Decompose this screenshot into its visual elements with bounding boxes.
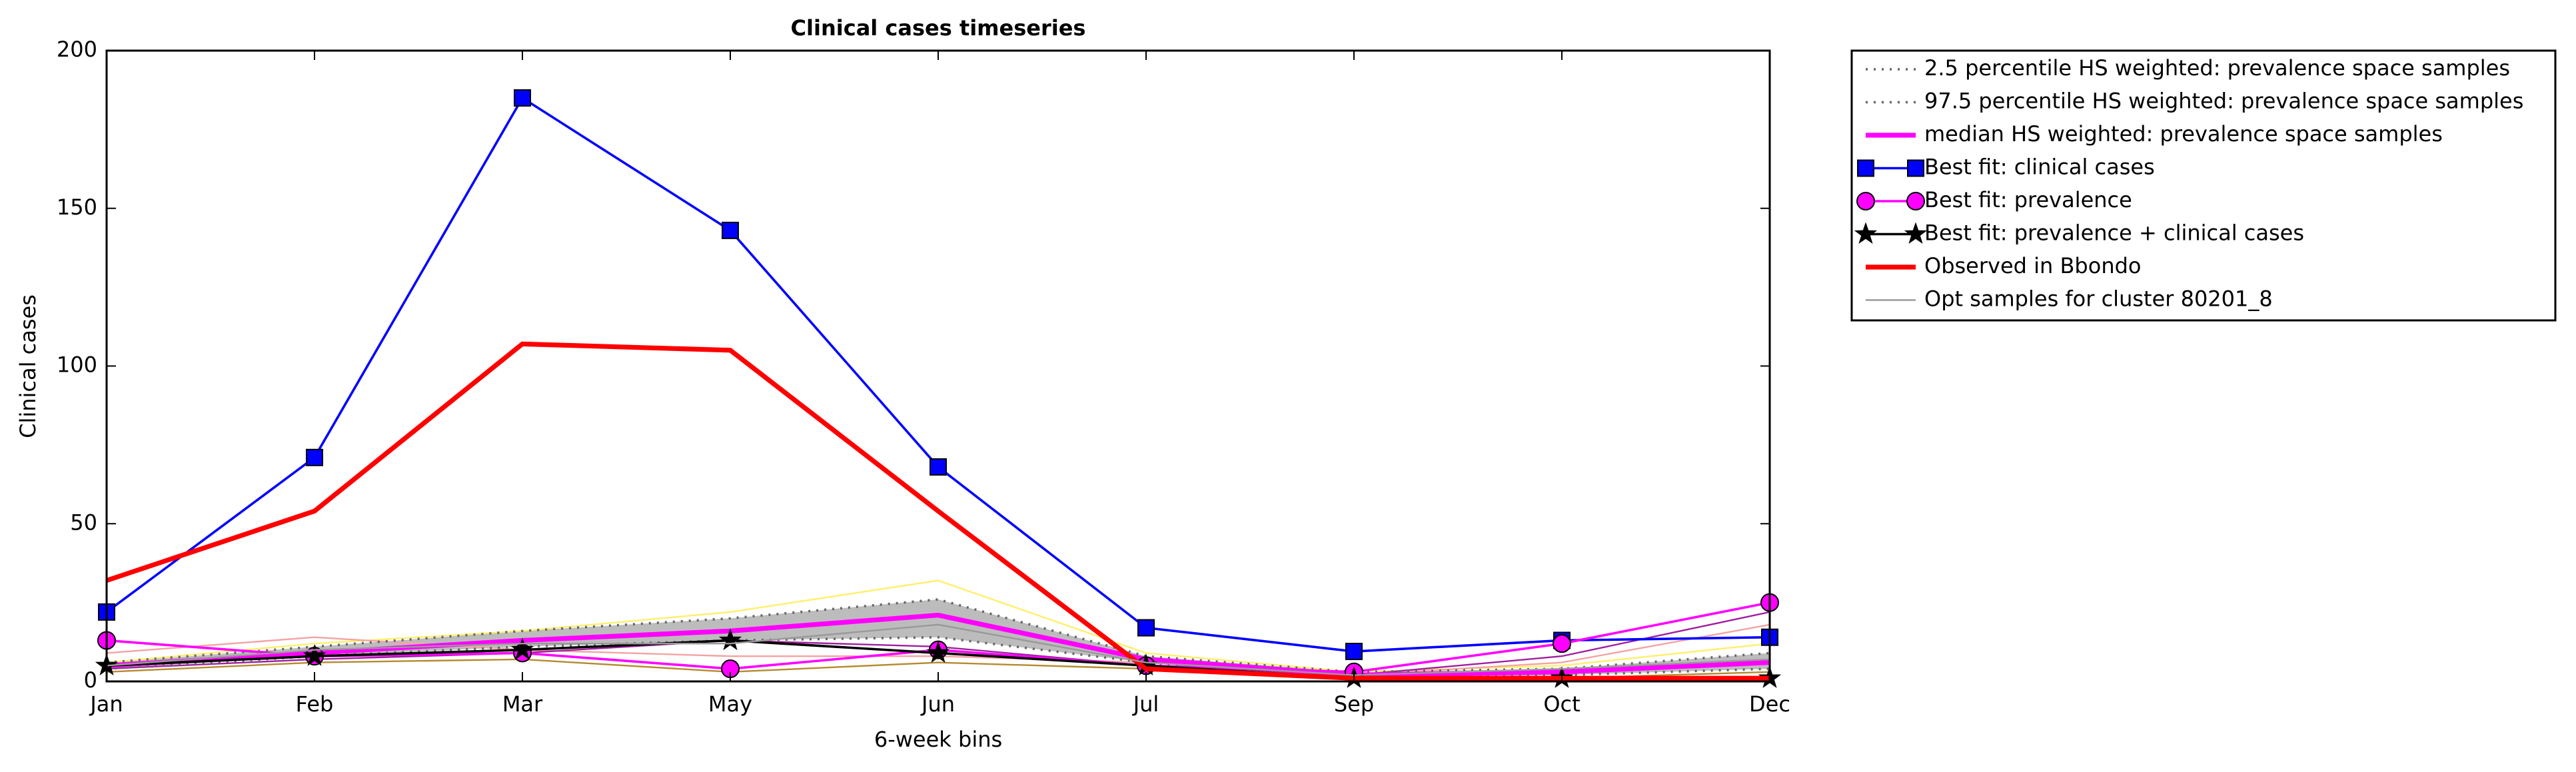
x-tick-label: Feb	[296, 691, 334, 717]
x-tick-label: Jan	[89, 691, 123, 717]
marker-square	[930, 458, 947, 476]
x-tick-label: Jul	[1132, 691, 1159, 717]
marker-star	[510, 637, 534, 660]
marker-square	[1857, 159, 1874, 177]
marker-star	[718, 628, 742, 651]
marker-star	[1904, 222, 1928, 244]
marker-square	[1345, 643, 1363, 661]
legend-label: 2.5 percentile HS weighted: prevalence s…	[1924, 55, 2510, 81]
marker-square	[514, 89, 531, 107]
series-line	[106, 612, 1770, 678]
x-tick-label: Jun	[920, 691, 955, 717]
legend-label: Observed in Bbondo	[1924, 253, 2141, 278]
series-line	[106, 623, 1770, 676]
y-tick-label: 200	[57, 37, 97, 62]
marker-square	[722, 221, 739, 239]
y-tick-label: 150	[57, 194, 97, 220]
marker-square	[306, 448, 323, 466]
legend-label: Best fit: clinical cases	[1924, 155, 2155, 180]
y-tick-label: 0	[84, 667, 97, 693]
x-tick-label: Mar	[502, 691, 543, 717]
y-tick-label: 50	[70, 510, 97, 535]
legend-label: Opt samples for cluster 80201_8	[1924, 286, 2273, 312]
sample-line	[106, 579, 1770, 673]
marker-circle	[1906, 192, 1925, 210]
marker-star	[926, 641, 950, 663]
series-line	[105, 341, 1770, 681]
legend: 2.5 percentile HS weighted: prevalence s…	[1854, 55, 2523, 312]
legend-label: 97.5 percentile HS weighted: prevalence …	[1924, 89, 2523, 114]
legend-label: Best fit: prevalence + clinical cases	[1924, 220, 2304, 246]
x-tick-label: Dec	[1749, 691, 1790, 717]
marker-square	[1907, 159, 1924, 177]
y-tick-label: 100	[57, 352, 97, 378]
marker-circle	[1553, 634, 1571, 653]
marker-star	[1854, 222, 1878, 244]
x-axis-label: 6-week bins	[874, 727, 1002, 752]
legend-box	[1850, 49, 2557, 322]
x-tick-label: May	[708, 691, 752, 717]
chart-title: Clinical cases timeseries	[791, 15, 1086, 41]
marker-star	[303, 644, 326, 666]
x-tick-label: Oct	[1543, 691, 1580, 717]
series-line	[106, 635, 1770, 680]
marker-circle	[1856, 192, 1875, 210]
marker-square	[1137, 619, 1155, 637]
legend-label: median HS weighted: prevalence space sam…	[1924, 121, 2443, 147]
y-axis-label: Clinical cases	[15, 294, 41, 438]
x-tick-label: Sep	[1334, 691, 1374, 717]
legend-label: Best fit: prevalence	[1924, 187, 2132, 212]
